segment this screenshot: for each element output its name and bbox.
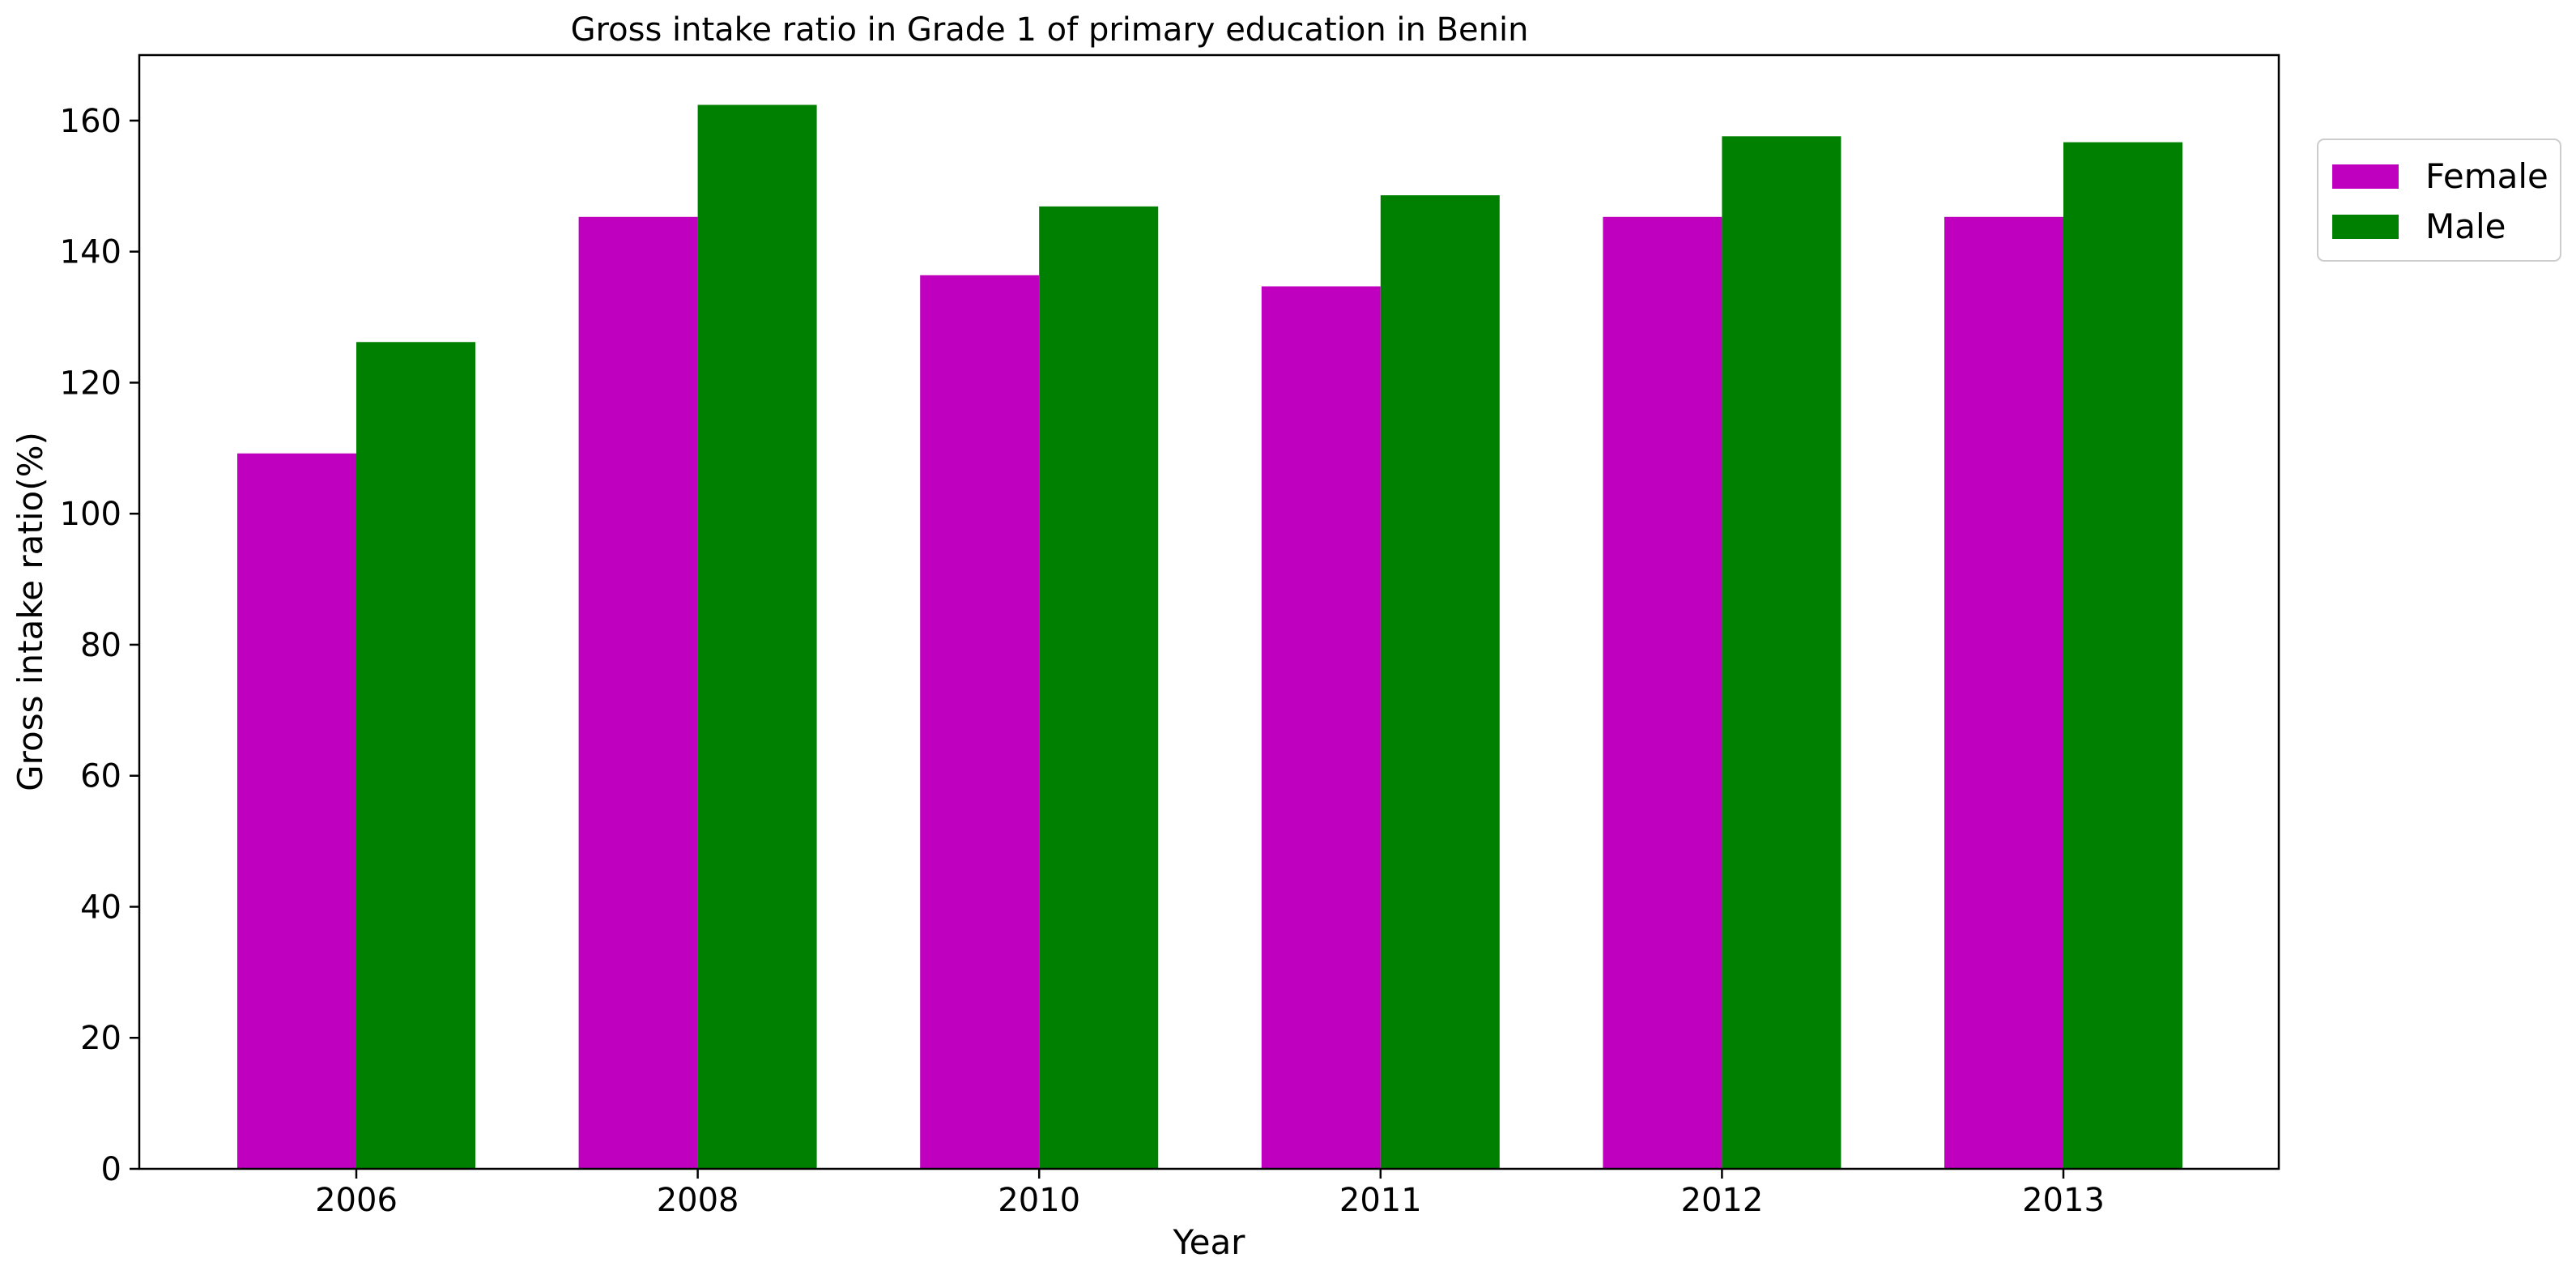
bar-male-2010 [1039, 206, 1159, 1169]
y-tick-label: 80 [80, 627, 121, 664]
bar-male-2006 [356, 342, 475, 1169]
x-tick-label: 2008 [657, 1182, 739, 1219]
bar-female-2010 [920, 275, 1040, 1170]
y-tick-label: 60 [80, 758, 121, 795]
bar-male-2012 [1722, 136, 1842, 1170]
y-axis: 0 20 40 60 80 100 120 140 160 [60, 103, 139, 1188]
legend-swatch-male [2332, 215, 2399, 239]
y-tick-label: 160 [60, 103, 121, 140]
legend-swatch-female [2332, 164, 2399, 189]
y-tick-label: 0 [101, 1151, 121, 1188]
bar-female-2012 [1603, 216, 1722, 1169]
x-axis-label: Year [1173, 1222, 1246, 1262]
bar-female-2011 [1261, 286, 1381, 1170]
plot-frame [138, 53, 2280, 1170]
bar-female-2006 [237, 453, 356, 1169]
y-tick-label: 40 [80, 889, 121, 926]
y-tick-label: 100 [60, 496, 121, 533]
x-tick-label: 2011 [1339, 1182, 1422, 1219]
legend: Female Male [2317, 139, 2561, 262]
bar-male-2008 [697, 104, 817, 1169]
x-tick-label: 2013 [2022, 1182, 2105, 1219]
bar-male-2011 [1380, 195, 1500, 1169]
x-tick-label: 2006 [315, 1182, 398, 1219]
bars-group [237, 104, 2182, 1170]
bar-female-2013 [1944, 216, 2063, 1169]
chart-title: Gross intake ratio in Grade 1 of primary… [571, 11, 1529, 49]
legend-label-female: Female [2425, 156, 2548, 196]
y-axis-label: Gross intake ratio(%) [11, 432, 50, 791]
y-tick-label: 20 [80, 1020, 121, 1057]
x-tick-label: 2012 [1681, 1182, 1764, 1219]
y-tick-label: 140 [60, 234, 121, 271]
x-tick-label: 2010 [998, 1182, 1080, 1219]
y-tick-label: 120 [60, 365, 121, 402]
x-axis: 2006 2008 2010 2011 2012 2013 [315, 1169, 2105, 1219]
bar-male-2013 [2063, 142, 2182, 1170]
bar-female-2008 [578, 216, 698, 1169]
legend-label-male: Male [2425, 207, 2506, 246]
